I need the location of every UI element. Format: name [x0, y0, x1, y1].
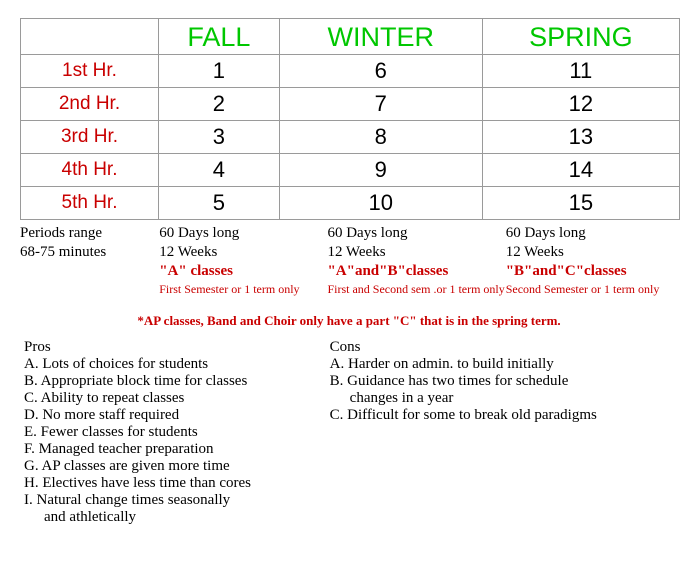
table-row: 1st Hr. 1 6 11 [21, 55, 680, 88]
table-row: 2nd Hr. 2 7 12 [21, 88, 680, 121]
row-label: 2nd Hr. [21, 88, 159, 121]
cell: 3 [159, 121, 280, 154]
pros-item: F. Managed teacher preparation [24, 441, 330, 458]
row-label: 1st Hr. [21, 55, 159, 88]
pros-item: E. Fewer classes for students [24, 424, 330, 441]
class-bc-sub: Second Semester or 1 term only [506, 282, 660, 296]
table-row: 5th Hr. 5 10 15 [21, 187, 680, 220]
table-row: 4th Hr. 4 9 14 [21, 154, 680, 187]
weeks-fall: 12 Weeks [159, 243, 327, 262]
days-fall: 60 Days long [159, 224, 327, 243]
periods-label: Periods range [20, 224, 159, 243]
class-ab-sub: First and Second sem .or 1 term only [327, 282, 504, 296]
days-winter: 60 Days long [327, 224, 505, 243]
cell: 14 [482, 154, 679, 187]
col-spring: SPRING [482, 19, 679, 55]
row-label: 3rd Hr. [21, 121, 159, 154]
cell: 13 [482, 121, 679, 154]
days-spring: 60 Days long [506, 224, 684, 243]
pros-title: Pros [24, 339, 51, 355]
cons-item: A. Harder on admin. to build initially [330, 356, 684, 373]
cell: 11 [482, 55, 679, 88]
col-winter: WINTER [279, 19, 482, 55]
pros-item: G. AP classes are given more time [24, 458, 330, 475]
table-row: 3rd Hr. 3 8 13 [21, 121, 680, 154]
ap-note: *AP classes, Band and Choir only have a … [14, 313, 684, 329]
col-fall: FALL [159, 19, 280, 55]
pros-item: H. Electives have less time than cores [24, 475, 330, 492]
pros-item: B. Appropriate block time for classes [24, 373, 330, 390]
pros-item: A. Lots of choices for students [24, 356, 330, 373]
row-label: 5th Hr. [21, 187, 159, 220]
pros-item: and athletically [24, 509, 330, 526]
pros-item: C. Ability to repeat classes [24, 390, 330, 407]
weeks-winter: 12 Weeks [327, 243, 505, 262]
cell: 5 [159, 187, 280, 220]
cons-item: B. Guidance has two times for schedule [330, 373, 684, 390]
cell: 10 [279, 187, 482, 220]
cell: 2 [159, 88, 280, 121]
info-block: Periods range 60 Days long 60 Days long … [20, 224, 684, 299]
cell: 12 [482, 88, 679, 121]
class-ab: "A"and"B"classes [327, 263, 448, 279]
cons-item: C. Difficult for some to break old parad… [330, 407, 684, 424]
corner-cell [21, 19, 159, 55]
cell: 6 [279, 55, 482, 88]
cons-item: changes in a year [330, 390, 684, 407]
pros-item: D. No more staff required [24, 407, 330, 424]
cell: 15 [482, 187, 679, 220]
row-label: 4th Hr. [21, 154, 159, 187]
minutes-label: 68-75 minutes [20, 243, 159, 262]
pros-item: I. Natural change times seasonally [24, 492, 330, 509]
cell: 8 [279, 121, 482, 154]
class-bc: "B"and"C"classes [506, 263, 627, 279]
pros-cons: Pros A. Lots of choices for students B. … [24, 339, 684, 526]
cell: 7 [279, 88, 482, 121]
schedule-table: FALL WINTER SPRING 1st Hr. 1 6 11 2nd Hr… [20, 18, 680, 220]
cell: 1 [159, 55, 280, 88]
cons-title: Cons [330, 339, 361, 355]
cell: 9 [279, 154, 482, 187]
class-a: "A" classes [159, 263, 233, 279]
cell: 4 [159, 154, 280, 187]
weeks-spring: 12 Weeks [506, 243, 684, 262]
class-a-sub: First Semester or 1 term only [159, 282, 299, 296]
